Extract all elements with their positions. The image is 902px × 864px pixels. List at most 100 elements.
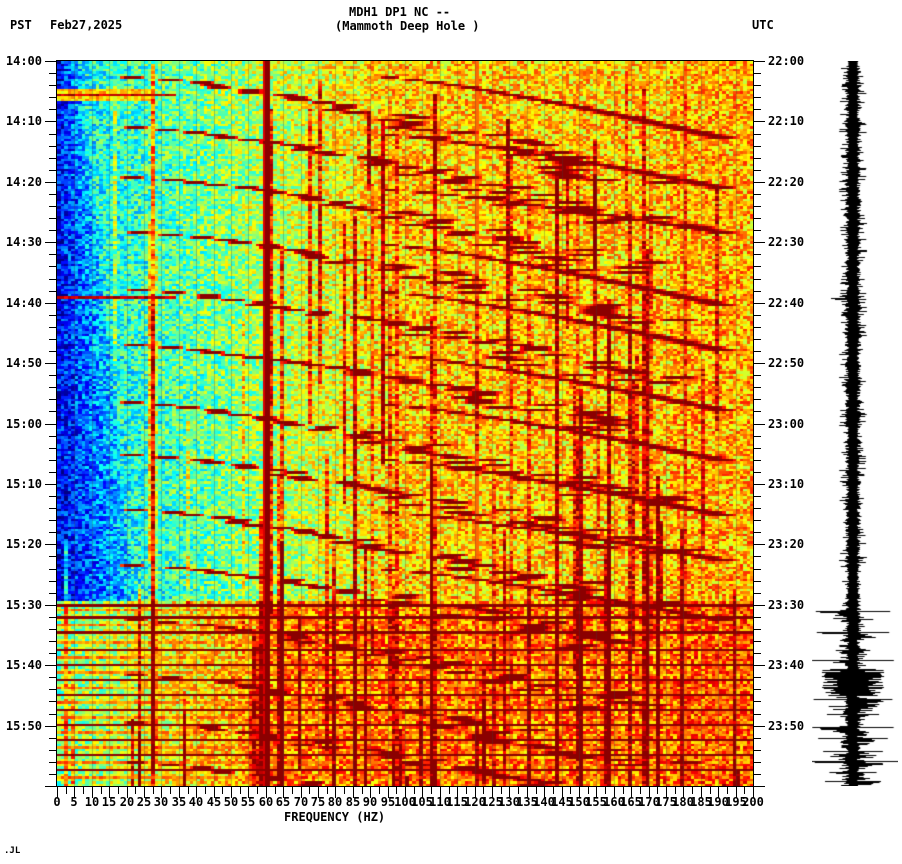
tick-minor-left: [49, 750, 56, 751]
frequency-label: 10: [84, 795, 100, 809]
tick-minor-freq: [240, 787, 241, 794]
time-label-pst: 14:40: [5, 296, 42, 310]
tick-major-right: [754, 665, 765, 666]
frequency-label: 90: [362, 795, 378, 809]
tick-minor-left: [49, 436, 56, 437]
axis-left: [56, 61, 57, 787]
frequency-label: 195: [725, 795, 747, 809]
tick-minor-right: [754, 689, 761, 690]
tick-minor-right: [754, 254, 761, 255]
frequency-label: 105: [411, 795, 433, 809]
tick-minor-right: [754, 641, 761, 642]
spectrogram-plot[interactable]: [57, 61, 753, 786]
frequency-label: 45: [206, 795, 222, 809]
tick-minor-right: [754, 472, 761, 473]
tick-minor-left: [49, 569, 56, 570]
tick-major-freq: [283, 787, 284, 798]
frequency-label: 30: [153, 795, 169, 809]
tick-minor-freq: [536, 787, 537, 794]
tick-minor-freq: [275, 787, 276, 794]
tick-major-right: [754, 605, 765, 606]
tick-major-freq: [301, 787, 302, 798]
tick-minor-right: [754, 291, 761, 292]
tick-minor-left: [49, 315, 56, 316]
tick-minor-right: [754, 774, 761, 775]
axis-right: [753, 61, 754, 787]
tick-minor-freq: [327, 787, 328, 794]
tick-minor-right: [754, 339, 761, 340]
tick-major-left: [45, 61, 56, 62]
tick-major-left: [45, 786, 56, 787]
tick-major-left: [45, 605, 56, 606]
tick-minor-left: [49, 291, 56, 292]
tick-major-freq: [422, 787, 423, 798]
frequency-label: 95: [380, 795, 396, 809]
tick-major-right: [754, 484, 765, 485]
tick-major-freq: [57, 787, 58, 798]
tick-minor-right: [754, 158, 761, 159]
time-label-pst: 14:20: [5, 175, 42, 189]
frequency-label: 145: [551, 795, 573, 809]
tick-minor-freq: [414, 787, 415, 794]
frequency-label: 120: [464, 795, 486, 809]
tick-minor-right: [754, 460, 761, 461]
tick-minor-freq: [170, 787, 171, 794]
seismogram-canvas: [812, 61, 898, 786]
tick-minor-left: [49, 339, 56, 340]
tick-major-freq: [614, 787, 615, 798]
timezone-label-left: PST: [10, 18, 32, 32]
frequency-label: 85: [345, 795, 361, 809]
tick-minor-right: [754, 750, 761, 751]
tick-minor-left: [49, 109, 56, 110]
tick-minor-left: [49, 689, 56, 690]
tick-minor-right: [754, 97, 761, 98]
frequency-label: 60: [258, 795, 274, 809]
tick-major-freq: [92, 787, 93, 798]
tick-minor-freq: [466, 787, 467, 794]
frequency-label: 55: [240, 795, 256, 809]
tick-minor-left: [49, 399, 56, 400]
tick-minor-right: [754, 218, 761, 219]
tick-major-freq: [266, 787, 267, 798]
tick-minor-freq: [344, 787, 345, 794]
frequency-label: 155: [585, 795, 607, 809]
tick-minor-left: [49, 146, 56, 147]
tick-minor-freq: [101, 787, 102, 794]
tick-minor-freq: [66, 787, 67, 794]
tick-minor-freq: [623, 787, 624, 794]
tick-minor-left: [49, 714, 56, 715]
time-label-utc: 23:10: [768, 477, 805, 491]
tick-minor-right: [754, 315, 761, 316]
frequency-label: 140: [533, 795, 555, 809]
frequency-label: 35: [171, 795, 187, 809]
tick-minor-left: [49, 327, 56, 328]
tick-major-freq: [683, 787, 684, 798]
tick-minor-left: [49, 701, 56, 702]
tick-minor-right: [754, 327, 761, 328]
frequency-label: 65: [275, 795, 291, 809]
tick-minor-freq: [257, 787, 258, 794]
tick-minor-left: [49, 508, 56, 509]
tick-major-left: [45, 544, 56, 545]
tick-major-freq: [370, 787, 371, 798]
time-label-pst: 15:30: [5, 598, 42, 612]
tick-minor-left: [49, 85, 56, 86]
tick-major-freq: [457, 787, 458, 798]
tick-minor-right: [754, 677, 761, 678]
tick-minor-freq: [727, 787, 728, 794]
tick-minor-left: [49, 677, 56, 678]
axis-bottom: [56, 786, 754, 787]
tick-minor-freq: [657, 787, 658, 794]
timezone-label-right: UTC: [752, 18, 774, 32]
tick-major-freq: [440, 787, 441, 798]
tick-major-freq: [544, 787, 545, 798]
tick-major-left: [45, 363, 56, 364]
frequency-label: 190: [707, 795, 729, 809]
tick-minor-left: [49, 520, 56, 521]
tick-minor-freq: [222, 787, 223, 794]
frequency-label: 165: [620, 795, 642, 809]
frequency-label: 75: [310, 795, 326, 809]
tick-major-freq: [527, 787, 528, 798]
tick-major-freq: [109, 787, 110, 798]
tick-major-left: [45, 484, 56, 485]
